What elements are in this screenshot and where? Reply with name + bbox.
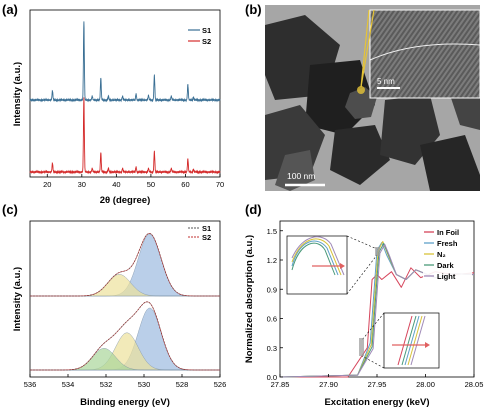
xas-inset-top <box>286 235 380 295</box>
xps-x-tick-label: 530 <box>138 380 151 389</box>
legend-s1: S1 <box>202 26 211 35</box>
xrd-ylabel: Intensity (a.u.) <box>12 62 23 126</box>
xas-legend: In Foil Fresh N₂ Dark Light <box>423 226 472 281</box>
xps-component <box>30 332 220 371</box>
hrtem-inset <box>370 10 480 98</box>
xrd-x-tick-label: 20 <box>43 180 51 189</box>
main-scalebar-label: 100 nm <box>287 171 315 181</box>
xps-x-tick-label: 534 <box>62 380 75 389</box>
legend-light: Light <box>437 272 456 281</box>
xrd-x-tick-label: 50 <box>147 180 155 189</box>
xas-x-tick-label: 27.95 <box>368 380 387 389</box>
xrd-x-tick-label: 70 <box>216 180 224 189</box>
xps-x-tick-label: 526 <box>214 380 227 389</box>
xrd-series-S1 <box>29 21 221 103</box>
legend-dark: Dark <box>437 261 455 270</box>
xrd-series-S2 <box>29 97 221 175</box>
xps-ylabel: Intensity (a.u.) <box>12 267 23 331</box>
xps-fit-S1 <box>30 233 220 297</box>
xps-x-tick-label: 536 <box>24 380 37 389</box>
xps-x-tick-label: 532 <box>100 380 113 389</box>
xps-fit-S2 <box>30 301 220 371</box>
legend-s2: S2 <box>202 37 211 46</box>
inset-scalebar-label: 5 nm <box>377 77 395 86</box>
xrd-chart: 20 30 40 50 60 70 S1 S2 2θ (degree) Intensity… <box>12 9 224 206</box>
xrd-x-tick-label: 40 <box>112 180 120 189</box>
xps-frame <box>29 220 221 378</box>
xas-y-tick-label: 0.9 <box>267 285 277 294</box>
xas-y-tick-label: 0.0 <box>267 373 277 382</box>
xas-y-tick-label: 0.6 <box>267 315 277 324</box>
legend-fresh: Fresh <box>437 239 458 248</box>
panel-label-c: (c) <box>2 202 18 217</box>
xps-legend: S1 S2 <box>188 224 211 242</box>
xas-x-tick-label: 28.00 <box>416 380 435 389</box>
xas-x-tick-label: 28.05 <box>465 380 484 389</box>
xas-ylabel: Normalized absorption (a.u.) <box>244 235 255 363</box>
xas-x-tick-label: 27.90 <box>319 380 338 389</box>
xps-xlabel: Binding energy (eV) <box>80 397 170 408</box>
xas-inset-bottom <box>359 312 440 369</box>
legend-in-foil: In Foil <box>437 228 459 237</box>
tem-image: 5 nm 100 nm <box>265 5 480 191</box>
xrd-xlabel: 2θ (degree) <box>100 195 151 206</box>
xps-chart: 536 534 532 530 528 526 S1 S2 Binding energy … <box>12 220 227 408</box>
xas-y-tick-label: 1.5 <box>267 227 277 236</box>
xrd-x-tick-label: 30 <box>78 180 86 189</box>
xps-legend-s2: S2 <box>202 233 211 242</box>
xas-y-tick-label: 0.3 <box>267 344 277 353</box>
legend-n2: N₂ <box>437 250 446 259</box>
xrd-legend: S1 S2 <box>188 26 211 46</box>
panel-label-a: (a) <box>2 2 18 17</box>
xas-chart: 27.85 27.90 27.95 28.00 28.05 0.0 0.3 0.6 0.9 1.2… <box>244 220 484 408</box>
xas-y-tick-label: 1.2 <box>267 256 277 265</box>
xrd-x-tick-label: 60 <box>181 180 189 189</box>
xps-x-tick-label: 528 <box>176 380 189 389</box>
panel-label-d: (d) <box>245 202 262 217</box>
xps-component <box>30 274 220 297</box>
xps-legend-s1: S1 <box>202 224 211 233</box>
xas-xlabel: Excitation energy (keV) <box>324 397 429 408</box>
panel-label-b: (b) <box>245 2 262 17</box>
xrd-frame <box>29 9 221 178</box>
xas-x-tick-label: 27.85 <box>271 380 290 389</box>
